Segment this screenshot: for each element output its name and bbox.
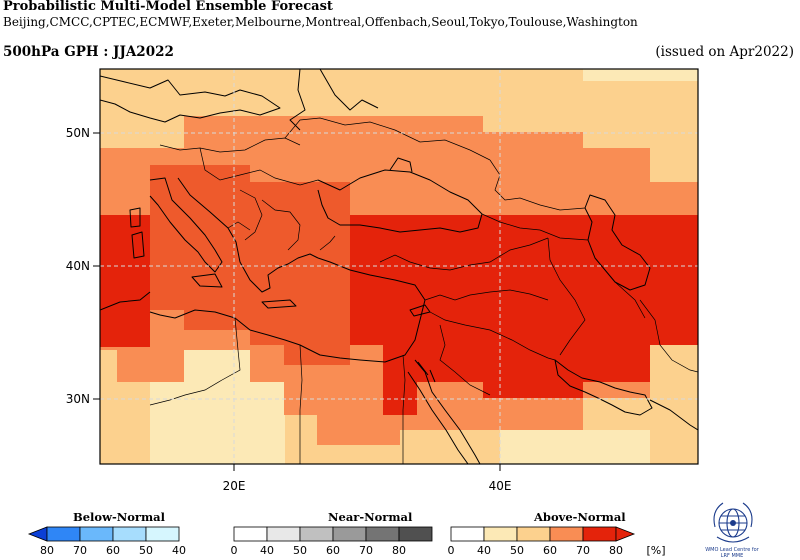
legend-below-tick: 40 bbox=[172, 544, 186, 557]
coastlines bbox=[100, 69, 698, 464]
lon-label-20e: 20E bbox=[223, 479, 246, 493]
legend-above-box bbox=[516, 526, 551, 542]
legend-above-tick: 50 bbox=[510, 544, 524, 557]
country-borders bbox=[149, 117, 698, 464]
legend-above-box bbox=[450, 526, 485, 542]
field-label: 500hPa GPH : JJA2022 bbox=[3, 44, 174, 60]
gridlines bbox=[100, 69, 698, 464]
legend-above-tick: 80 bbox=[609, 544, 623, 557]
legend-above-box bbox=[582, 526, 617, 542]
legend-near-box bbox=[233, 526, 268, 542]
legend-near-box bbox=[266, 526, 301, 542]
legend-below-tick: 70 bbox=[73, 544, 87, 557]
shade-40-light bbox=[500, 430, 650, 464]
contributing-centres: Beijing,CMCC,CPTEC,ECMWF,Exeter,Melbourn… bbox=[3, 15, 638, 29]
forecast-title: Probabilistic Multi-Model Ensemble Forec… bbox=[3, 0, 333, 14]
legend-below-tick: 60 bbox=[106, 544, 120, 557]
legend-below-arrow bbox=[27, 526, 48, 542]
legend-above-box bbox=[549, 526, 584, 542]
legend-above-tick: 0 bbox=[448, 544, 455, 557]
legend-above-tick: 40 bbox=[477, 544, 491, 557]
legend-below-box bbox=[145, 526, 180, 542]
shade-60-70 bbox=[150, 165, 383, 365]
lat-label-30n: 30N bbox=[66, 392, 90, 406]
legend-below-box bbox=[46, 526, 81, 542]
legend-near-tick: 50 bbox=[293, 544, 307, 557]
legend-near-tick: 0 bbox=[231, 544, 238, 557]
legend-near-box bbox=[332, 526, 367, 542]
issue-date: (issued on Apr2022) bbox=[655, 44, 794, 60]
legend-unit: [%] bbox=[646, 544, 665, 557]
probability-shading bbox=[100, 69, 698, 464]
legend-below-tick: 80 bbox=[40, 544, 54, 557]
wmo-logo-caption: WMO Lead Centre for LRF MME bbox=[705, 547, 759, 559]
legend-near-normal-label: Near-Normal bbox=[328, 510, 413, 524]
legend-near-tick: 80 bbox=[392, 544, 406, 557]
legend-above-tick: 70 bbox=[576, 544, 590, 557]
shade-40-light bbox=[583, 69, 698, 81]
axis-ticks bbox=[93, 132, 501, 471]
legend-near-box bbox=[299, 526, 334, 542]
legend-above-normal-label: Above-Normal bbox=[534, 510, 626, 524]
shade-70-80 bbox=[117, 250, 150, 312]
lon-label-40e: 40E bbox=[489, 479, 512, 493]
wmo-logo bbox=[713, 502, 753, 543]
legend-below-tick: 50 bbox=[139, 544, 153, 557]
legend-near-box bbox=[398, 526, 433, 542]
legend-above-arrow bbox=[615, 526, 636, 542]
legend-above-box bbox=[483, 526, 518, 542]
shade-70-80 bbox=[350, 215, 698, 415]
legend-near-tick: 70 bbox=[359, 544, 373, 557]
probability-legend: 80 70 60 50 40 0 40 50 60 70 80 0 40 50 60 70 80 [%] bbox=[27, 526, 666, 557]
legend-near-box bbox=[365, 526, 400, 542]
legend-below-box bbox=[79, 526, 114, 542]
legend-near-tick: 60 bbox=[326, 544, 340, 557]
legend-below-box bbox=[112, 526, 147, 542]
lat-label-50n: 50N bbox=[66, 126, 90, 140]
lat-label-40n: 40N bbox=[66, 259, 90, 273]
legend-above-tick: 60 bbox=[543, 544, 557, 557]
legend-below-normal-label: Below-Normal bbox=[73, 510, 165, 524]
legend-near-tick: 40 bbox=[260, 544, 274, 557]
